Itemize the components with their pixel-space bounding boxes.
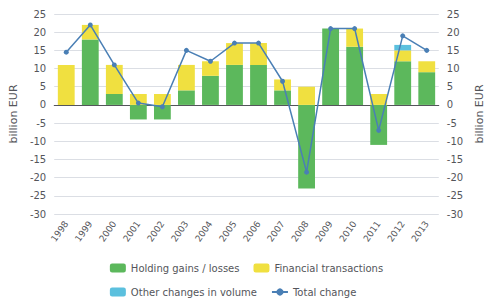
svg-text:billion EUR: billion EUR <box>7 84 20 143</box>
svg-text:billion EUR: billion EUR <box>473 84 486 143</box>
svg-text:-30: -30 <box>30 209 46 220</box>
svg-text:-10: -10 <box>447 136 463 147</box>
svg-text:5: 5 <box>447 81 453 92</box>
svg-text:-25: -25 <box>30 190 46 201</box>
svg-text:Total change: Total change <box>292 287 356 298</box>
svg-text:2006: 2006 <box>241 219 262 244</box>
svg-text:15: 15 <box>33 45 46 56</box>
svg-text:2013: 2013 <box>410 219 431 243</box>
svg-text:2007: 2007 <box>265 219 286 243</box>
svg-text:25: 25 <box>447 9 460 20</box>
svg-text:2000: 2000 <box>97 219 118 244</box>
svg-text:20: 20 <box>447 27 460 38</box>
svg-text:1999: 1999 <box>73 219 94 244</box>
svg-text:2012: 2012 <box>385 219 406 243</box>
svg-text:25: 25 <box>33 9 46 20</box>
svg-text:2011: 2011 <box>361 219 382 243</box>
svg-text:2009: 2009 <box>313 219 334 244</box>
svg-text:10: 10 <box>447 63 460 74</box>
svg-text:10: 10 <box>33 63 46 74</box>
svg-text:5: 5 <box>40 81 46 92</box>
svg-text:0: 0 <box>40 99 46 110</box>
svg-text:2001: 2001 <box>121 219 142 243</box>
svg-text:2008: 2008 <box>289 219 310 244</box>
svg-text:-20: -20 <box>30 172 46 183</box>
svg-text:2004: 2004 <box>193 219 214 244</box>
svg-text:-15: -15 <box>30 154 46 165</box>
svg-text:2003: 2003 <box>169 219 190 243</box>
svg-text:20: 20 <box>33 27 46 38</box>
svg-text:-30: -30 <box>447 209 463 220</box>
svg-text:-5: -5 <box>447 118 457 129</box>
svg-text:Holding gains / losses: Holding gains / losses <box>131 263 240 274</box>
svg-text:2002: 2002 <box>145 219 166 243</box>
svg-text:-15: -15 <box>447 154 463 165</box>
svg-text:Financial transactions: Financial transactions <box>274 263 383 274</box>
svg-text:15: 15 <box>447 45 460 56</box>
svg-text:2005: 2005 <box>217 219 238 243</box>
svg-text:-10: -10 <box>30 136 46 147</box>
svg-text:-25: -25 <box>447 190 463 201</box>
svg-text:-5: -5 <box>36 118 46 129</box>
svg-text:-20: -20 <box>447 172 463 183</box>
svg-text:2010: 2010 <box>337 219 358 244</box>
svg-text:Other changes in volume: Other changes in volume <box>131 287 257 298</box>
svg-text:0: 0 <box>447 99 453 110</box>
svg-text:1998: 1998 <box>49 219 70 244</box>
